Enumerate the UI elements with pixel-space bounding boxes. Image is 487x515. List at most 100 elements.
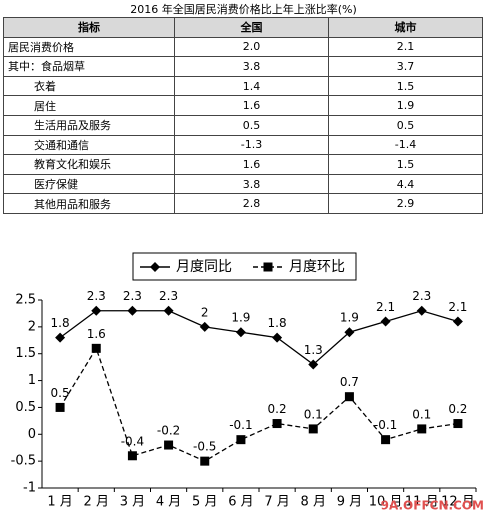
table-row: 衣着 1.4 1.5 [3, 75, 483, 97]
series-line [59, 346, 459, 462]
x-tick-label: 12 月 [441, 495, 475, 510]
x-tick-label: 5 月 [192, 495, 217, 510]
table-cell: 1.6 [174, 95, 329, 116]
watermark: 9A.OFFCN.COM [381, 499, 484, 513]
marker [55, 402, 65, 412]
table-row: 教育文化和娱乐 1.6 1.5 [3, 154, 483, 175]
data-label: 0.5 [51, 386, 70, 400]
y-tick-label: 1.5 [15, 346, 36, 361]
table-cell: 4.4 [328, 173, 483, 195]
data-label: 0.2 [448, 402, 467, 416]
data-label: -0.4 [121, 434, 144, 448]
marker [163, 305, 174, 316]
x-tick-label: 11 月 [405, 495, 439, 510]
table-cell: 教育文化和娱乐 [3, 154, 175, 175]
marker [127, 451, 137, 461]
marker [380, 316, 391, 327]
x-tick-label: 8 月 [301, 495, 326, 510]
data-label: 1.6 [87, 327, 106, 341]
table-cell: -1.4 [328, 134, 483, 156]
table-cell: 0.5 [174, 114, 329, 136]
table-cell: 医疗保健 [3, 173, 175, 195]
y-tick-label: -1 [23, 481, 36, 496]
marker [453, 419, 463, 429]
series-line [59, 310, 459, 366]
table-cell: 3.8 [174, 173, 329, 195]
data-label: 1.9 [231, 311, 250, 325]
data-label: 2.3 [123, 289, 142, 303]
table-cell: 居民消费价格 [3, 36, 175, 58]
x-tick-label: 6 月 [228, 495, 253, 510]
header-cell: 指标 [3, 17, 175, 38]
data-label: 1.3 [304, 343, 323, 357]
data-label: 2.3 [412, 289, 431, 303]
data-label: 2.3 [159, 289, 178, 303]
y-tick-label: 2 [28, 319, 36, 334]
y-tick-label: 2.5 [15, 293, 36, 308]
header-row: 指标 全国 城市 [3, 17, 483, 38]
marker [200, 456, 210, 466]
data-label: -0.5 [193, 440, 216, 454]
table-cell: -1.3 [174, 134, 329, 156]
table-row: 交通和通信 -1.3 -1.4 [3, 134, 483, 156]
marker [199, 321, 210, 332]
legend-label: 月度环比 [289, 259, 345, 275]
data-label: 1.8 [268, 316, 287, 330]
x-tick-label: 2 月 [84, 495, 109, 510]
table-row: 医疗保健 3.8 4.4 [3, 173, 483, 195]
marker [91, 343, 101, 353]
marker [452, 316, 463, 327]
x-tick-label: 7 月 [264, 495, 289, 510]
table-cell: 3.7 [328, 56, 483, 77]
data-label: 1.8 [51, 316, 70, 330]
marker [308, 424, 318, 434]
legend-box [132, 252, 357, 281]
data-label: 2.1 [376, 300, 395, 314]
table: 指标 全国 城市 居民消费价格 2.0 2.1 其中：食品烟草 3.8 3.7 衣着 1.4 1.5 居… [3, 17, 483, 214]
data-label: 1.9 [340, 311, 359, 325]
table-cell: 居住 [3, 95, 175, 116]
marker [344, 327, 355, 338]
marker [55, 332, 66, 343]
legend-label: 月度同比 [176, 259, 232, 275]
table-cell: 其中：食品烟草 [3, 56, 175, 77]
data-label: 0.1 [412, 407, 431, 421]
data-label: 2.1 [448, 300, 467, 314]
marker [272, 419, 282, 429]
table-cell: 交通和通信 [3, 134, 175, 156]
y-tick-label: 1 [28, 373, 36, 388]
legend-marker [263, 262, 273, 272]
x-tick-label: 1 月 [47, 495, 72, 510]
table-row: 居民消费价格 2.0 2.1 [3, 36, 483, 58]
table-row: 生活用品及服务 0.5 0.5 [3, 114, 483, 136]
marker [308, 359, 319, 370]
data-label: -0.2 [157, 424, 180, 438]
legend-marker [150, 262, 160, 272]
table-row: 其中：食品烟草 3.8 3.7 [3, 56, 483, 77]
marker [272, 332, 283, 343]
header-cell: 全国 [174, 17, 329, 38]
marker [381, 435, 391, 445]
x-tick-label: 9 月 [337, 495, 362, 510]
table-cell: 1.4 [174, 75, 329, 97]
data-label: -0.1 [229, 418, 252, 432]
marker [236, 435, 246, 445]
data-label: 2.3 [87, 289, 106, 303]
table-cell: 1.5 [328, 75, 483, 97]
table-cell: 2.1 [328, 36, 483, 58]
table-cell: 2.0 [174, 36, 329, 58]
marker [127, 305, 138, 316]
x-tick-label: 4 月 [156, 495, 181, 510]
data-label: 0.1 [304, 407, 323, 421]
marker [417, 424, 427, 434]
table-cell: 3.8 [174, 56, 329, 77]
y-tick-label: 0 [28, 427, 36, 442]
marker [235, 327, 246, 338]
chart: -1 -0.5 0 0.5 1 1.5 2 2.5 1 月 2 月 3 月 4 月 5 月 6 月 7 月 8… [11, 252, 484, 513]
marker [164, 440, 174, 450]
table-cell: 衣着 [3, 75, 175, 97]
table-row: 居住 1.6 1.9 [3, 95, 483, 116]
table-cell: 1.5 [328, 154, 483, 175]
data-label: 2 [201, 305, 209, 319]
